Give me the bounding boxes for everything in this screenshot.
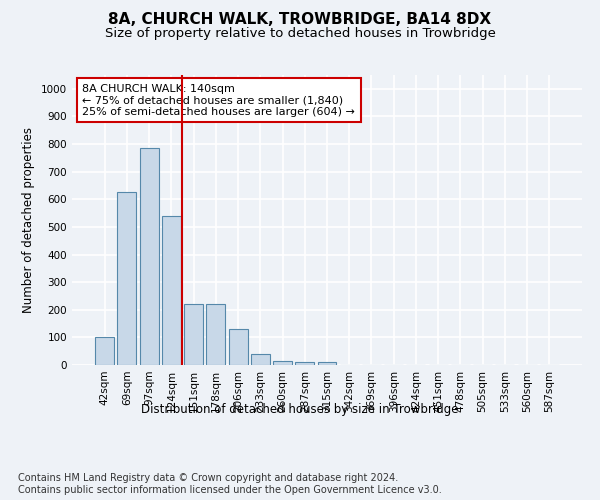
Bar [317, 362, 337, 365]
Bar [95, 338, 114, 365]
Y-axis label: Number of detached properties: Number of detached properties [22, 127, 35, 313]
Bar [251, 354, 270, 365]
Bar [206, 304, 225, 365]
Bar [118, 192, 136, 365]
Text: Contains HM Land Registry data © Crown copyright and database right 2024.
Contai: Contains HM Land Registry data © Crown c… [18, 474, 442, 495]
Bar [229, 329, 248, 365]
Bar [295, 362, 314, 365]
Text: Distribution of detached houses by size in Trowbridge: Distribution of detached houses by size … [141, 402, 459, 415]
Text: 8A CHURCH WALK: 140sqm
← 75% of detached houses are smaller (1,840)
25% of semi-: 8A CHURCH WALK: 140sqm ← 75% of detached… [82, 84, 355, 117]
Text: 8A, CHURCH WALK, TROWBRIDGE, BA14 8DX: 8A, CHURCH WALK, TROWBRIDGE, BA14 8DX [109, 12, 491, 28]
Text: Size of property relative to detached houses in Trowbridge: Size of property relative to detached ho… [104, 28, 496, 40]
Bar [273, 361, 292, 365]
Bar [184, 304, 203, 365]
Bar [140, 148, 158, 365]
Bar [162, 216, 181, 365]
